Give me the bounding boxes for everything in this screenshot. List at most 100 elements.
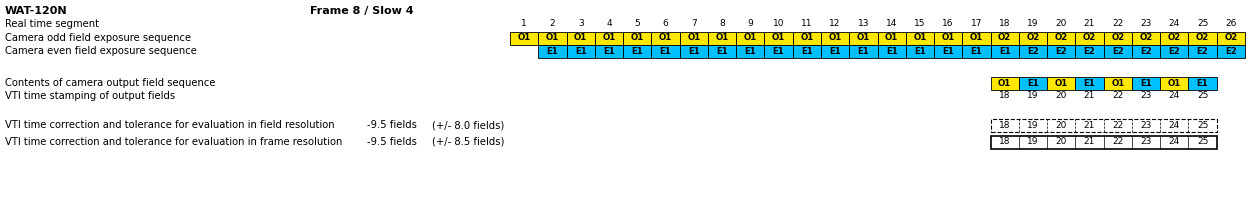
Text: E2: E2 (1225, 46, 1236, 55)
Text: 19: 19 (1028, 92, 1039, 100)
Text: O1: O1 (998, 78, 1011, 88)
Text: 18: 18 (999, 92, 1010, 100)
Text: WAT-120N: WAT-120N (5, 6, 68, 16)
Bar (510, 31, 539, 45)
Bar (1132, 45, 1160, 58)
Text: 2: 2 (550, 20, 555, 28)
Text: O1: O1 (1168, 78, 1181, 88)
Bar (1048, 76, 1075, 90)
Bar (849, 31, 878, 45)
Text: 21: 21 (1084, 20, 1095, 28)
Text: O2: O2 (998, 33, 1011, 43)
Text: O1: O1 (546, 33, 559, 43)
Text: 18: 18 (999, 138, 1010, 146)
Text: 21: 21 (1084, 138, 1095, 146)
Text: 13: 13 (858, 20, 869, 28)
Text: 25: 25 (1198, 92, 1209, 100)
Text: E1: E1 (886, 46, 898, 55)
Text: 5: 5 (634, 20, 640, 28)
Text: E1: E1 (942, 46, 954, 55)
Text: O2: O2 (1196, 33, 1209, 43)
Text: E1: E1 (575, 46, 586, 55)
Text: O1: O1 (800, 33, 814, 43)
Text: E2: E2 (1169, 46, 1180, 55)
Text: 20: 20 (1055, 92, 1068, 100)
Bar (1104, 45, 1132, 58)
Text: O1: O1 (518, 33, 531, 43)
Text: 12: 12 (830, 20, 841, 28)
Text: 24: 24 (1169, 20, 1180, 28)
Text: 9: 9 (748, 20, 754, 28)
Text: Camera even field exposure sequence: Camera even field exposure sequence (5, 46, 198, 56)
Text: 23: 23 (1140, 20, 1151, 28)
Text: E1: E1 (1140, 78, 1152, 88)
Bar (1019, 31, 1048, 45)
Bar (680, 31, 707, 45)
Text: VTI time correction and tolerance for evaluation in frame resolution: VTI time correction and tolerance for ev… (5, 137, 342, 147)
Text: O1: O1 (688, 33, 700, 43)
Bar (1104, 31, 1132, 45)
Text: 23: 23 (1140, 92, 1151, 100)
Text: O1: O1 (659, 33, 672, 43)
Text: 21: 21 (1084, 92, 1095, 100)
Text: -9.5 fields: -9.5 fields (368, 120, 418, 130)
Bar (821, 31, 849, 45)
Bar (1216, 31, 1245, 45)
Text: 19: 19 (1028, 138, 1039, 146)
Text: O1: O1 (914, 33, 926, 43)
Bar (792, 45, 821, 58)
Text: E2: E2 (1196, 46, 1209, 55)
Text: 7: 7 (691, 20, 696, 28)
Bar (1048, 45, 1075, 58)
Bar (990, 118, 1216, 132)
Text: O1: O1 (772, 33, 785, 43)
Bar (1189, 76, 1216, 90)
Text: 23: 23 (1140, 138, 1151, 146)
Bar (906, 31, 934, 45)
Text: E1: E1 (1084, 78, 1095, 88)
Bar (1189, 31, 1216, 45)
Text: O2: O2 (1224, 33, 1238, 43)
Text: Frame 8 / Slow 4: Frame 8 / Slow 4 (310, 6, 414, 16)
Text: E2: E2 (1028, 46, 1039, 55)
Text: O1: O1 (715, 33, 729, 43)
Bar (1075, 76, 1104, 90)
Text: 26: 26 (1225, 20, 1236, 28)
Bar (707, 45, 736, 58)
Text: 4: 4 (606, 20, 611, 28)
Bar (595, 31, 622, 45)
Bar (906, 45, 934, 58)
Bar (1160, 45, 1189, 58)
Text: E1: E1 (716, 46, 727, 55)
Text: O1: O1 (941, 33, 955, 43)
Text: O1: O1 (630, 33, 644, 43)
Text: E2: E2 (1112, 46, 1124, 55)
Text: 19: 19 (1028, 120, 1039, 130)
Bar (765, 45, 792, 58)
Bar (707, 31, 736, 45)
Text: E1: E1 (858, 46, 869, 55)
Text: O2: O2 (1111, 33, 1125, 43)
Text: VTI time stamping of output fields: VTI time stamping of output fields (5, 91, 175, 101)
Text: (+/- 8.0 fields): (+/- 8.0 fields) (432, 120, 504, 130)
Text: 25: 25 (1198, 120, 1209, 130)
Text: E1: E1 (829, 46, 841, 55)
Text: E1: E1 (914, 46, 926, 55)
Text: Camera odd field exposure sequence: Camera odd field exposure sequence (5, 33, 191, 43)
Text: O1: O1 (602, 33, 615, 43)
Bar (1048, 31, 1075, 45)
Bar (1075, 45, 1104, 58)
Text: 21: 21 (1084, 120, 1095, 130)
Text: 24: 24 (1169, 120, 1180, 130)
Text: E1: E1 (970, 46, 982, 55)
Text: O1: O1 (829, 33, 841, 43)
Text: O1: O1 (970, 33, 982, 43)
Text: 25: 25 (1198, 138, 1209, 146)
Text: O2: O2 (1055, 33, 1068, 43)
Bar (878, 31, 906, 45)
Bar (539, 45, 566, 58)
Text: 25: 25 (1198, 20, 1209, 28)
Text: Real time segment: Real time segment (5, 19, 99, 29)
Text: 17: 17 (971, 20, 982, 28)
Text: E1: E1 (745, 46, 756, 55)
